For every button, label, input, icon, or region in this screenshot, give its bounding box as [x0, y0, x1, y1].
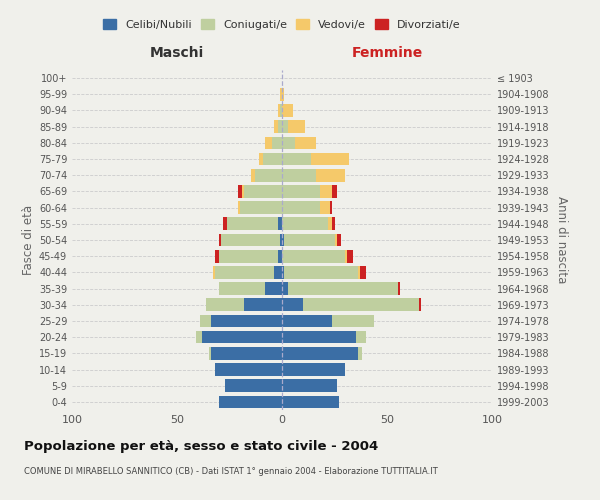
Bar [295, 136, 316, 149]
Bar [215, 363, 282, 376]
Text: Popolazione per età, sesso e stato civile - 2004: Popolazione per età, sesso e stato civil… [24, 440, 378, 453]
Bar [274, 266, 282, 278]
Bar [284, 266, 358, 278]
Bar [282, 104, 293, 117]
Bar [254, 169, 282, 181]
Bar [282, 202, 320, 214]
Bar [282, 250, 345, 262]
Bar [244, 185, 282, 198]
Bar [358, 266, 360, 278]
Bar [331, 202, 332, 214]
Bar [332, 218, 335, 230]
Bar [282, 218, 328, 230]
Bar [278, 104, 280, 117]
Bar [345, 250, 347, 262]
Bar [221, 234, 280, 246]
Bar [223, 218, 227, 230]
Bar [219, 396, 282, 408]
Bar [278, 218, 282, 230]
Bar [335, 234, 337, 246]
Bar [282, 298, 303, 311]
Bar [280, 104, 282, 117]
Bar [238, 202, 240, 214]
Text: COMUNE DI MIRABELLO SANNITICO (CB) - Dati ISTAT 1° gennaio 2004 - Elaborazione T: COMUNE DI MIRABELLO SANNITICO (CB) - Dat… [24, 468, 438, 476]
Bar [282, 314, 332, 328]
Bar [219, 282, 265, 295]
Bar [282, 234, 284, 246]
Bar [282, 120, 289, 133]
Bar [251, 169, 254, 181]
Bar [282, 347, 358, 360]
Legend: Celibi/Nubili, Coniugati/e, Vedovi/e, Divorziati/e: Celibi/Nubili, Coniugati/e, Vedovi/e, Di… [99, 14, 465, 34]
Bar [278, 250, 282, 262]
Bar [278, 120, 282, 133]
Bar [226, 380, 282, 392]
Y-axis label: Anni di nascita: Anni di nascita [555, 196, 568, 284]
Bar [282, 88, 284, 101]
Bar [259, 152, 263, 166]
Bar [211, 314, 282, 328]
Bar [238, 185, 242, 198]
Bar [316, 169, 345, 181]
Bar [263, 152, 282, 166]
Bar [332, 314, 374, 328]
Y-axis label: Fasce di età: Fasce di età [22, 205, 35, 275]
Bar [347, 250, 353, 262]
Bar [289, 120, 305, 133]
Bar [227, 218, 278, 230]
Bar [398, 282, 400, 295]
Bar [311, 152, 349, 166]
Bar [282, 282, 289, 295]
Bar [215, 250, 219, 262]
Bar [202, 331, 282, 344]
Bar [320, 185, 332, 198]
Bar [265, 136, 271, 149]
Bar [196, 331, 202, 344]
Bar [265, 282, 282, 295]
Bar [206, 298, 244, 311]
Bar [244, 298, 282, 311]
Bar [209, 347, 211, 360]
Bar [282, 363, 345, 376]
Bar [271, 136, 282, 149]
Bar [280, 234, 282, 246]
Bar [274, 120, 278, 133]
Bar [282, 331, 355, 344]
Bar [332, 185, 337, 198]
Bar [303, 298, 419, 311]
Bar [213, 266, 215, 278]
Bar [240, 202, 282, 214]
Bar [289, 282, 398, 295]
Bar [280, 88, 282, 101]
Bar [219, 250, 278, 262]
Bar [219, 234, 221, 246]
Bar [282, 185, 320, 198]
Bar [355, 331, 366, 344]
Text: Femmine: Femmine [352, 46, 422, 60]
Bar [200, 314, 211, 328]
Bar [215, 266, 274, 278]
Bar [282, 396, 338, 408]
Bar [360, 266, 366, 278]
Bar [282, 169, 316, 181]
Bar [211, 347, 282, 360]
Bar [282, 266, 284, 278]
Bar [282, 152, 311, 166]
Bar [320, 202, 331, 214]
Bar [337, 234, 341, 246]
Bar [358, 347, 362, 360]
Bar [284, 234, 335, 246]
Bar [282, 136, 295, 149]
Bar [242, 185, 244, 198]
Text: Maschi: Maschi [150, 46, 204, 60]
Bar [282, 380, 337, 392]
Bar [419, 298, 421, 311]
Bar [328, 218, 332, 230]
